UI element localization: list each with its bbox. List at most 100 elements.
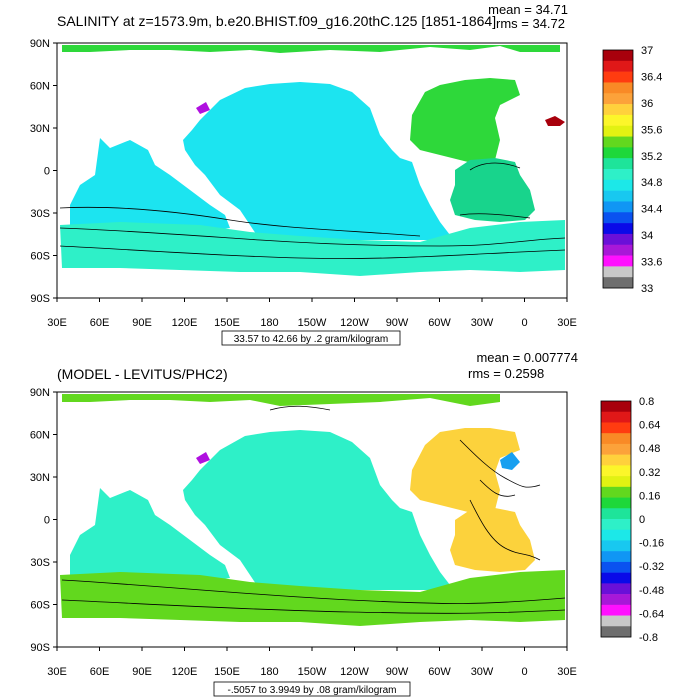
lat-label: 90N xyxy=(30,387,50,399)
lon-label: 30E xyxy=(47,666,67,678)
colorbar-label: 0.32 xyxy=(639,467,660,479)
lon-label: 30W xyxy=(471,666,494,678)
colorbar-swatch xyxy=(603,136,633,148)
colorbar-swatch xyxy=(601,626,631,638)
lat-label: 30S xyxy=(30,557,50,569)
lon-label: 30E xyxy=(557,666,577,678)
colorbar-swatch xyxy=(601,486,631,498)
colorbar-label: 37 xyxy=(641,45,653,57)
colorbar-swatch xyxy=(603,212,633,224)
colorbar-label: 35.6 xyxy=(641,124,662,136)
colorbar-swatch xyxy=(603,233,633,246)
panel1-colorbar: 37 36.4 36 35.6 35.2 34.8 34.4 34 33.6 33 xyxy=(602,45,662,295)
panel2-mediterranean xyxy=(500,452,520,470)
colorbar-label: 36 xyxy=(641,98,653,110)
colorbar-swatch xyxy=(603,60,633,72)
panel1-indian-ocean xyxy=(70,138,230,232)
colorbar-swatch xyxy=(601,583,631,595)
colorbar-swatch xyxy=(603,201,633,213)
colorbar-swatch xyxy=(603,277,633,289)
lon-label: 90W xyxy=(386,666,409,678)
colorbar-swatch xyxy=(601,476,631,488)
lon-label: 150W xyxy=(298,317,327,329)
colorbar-swatch xyxy=(603,147,633,159)
colorbar-swatch xyxy=(601,443,631,455)
colorbar-swatch xyxy=(601,594,631,606)
panel2-north-atlantic xyxy=(410,428,520,515)
panel-salinity: SALINITY at z=1573.9m, b.e20.BHIST.f09_g… xyxy=(30,2,662,346)
colorbar-swatch xyxy=(601,561,631,573)
lon-label: 120E xyxy=(172,317,198,329)
panel1-title: SALINITY at z=1573.9m, b.e20.BHIST.f09_g… xyxy=(57,13,496,29)
colorbar-swatch xyxy=(603,223,633,235)
colorbar-swatch xyxy=(603,169,633,181)
lon-label: 0 xyxy=(521,666,527,678)
colorbar-label: 33.6 xyxy=(641,257,662,269)
colorbar-swatch xyxy=(603,50,633,62)
panel2-lat-axis: 90N 60N 30N 0 30S 60S 90S xyxy=(30,387,57,654)
panel2-contour-info: -.5057 to 3.9949 by .08 gram/kilogram xyxy=(228,685,397,696)
colorbar-swatch xyxy=(603,114,633,127)
lat-label: 30S xyxy=(30,208,50,220)
colorbar-swatch xyxy=(601,572,631,584)
colorbar-swatch xyxy=(601,411,631,423)
panel1-mediterranean xyxy=(545,116,565,126)
lon-label: 120W xyxy=(340,666,369,678)
colorbar-label: 34 xyxy=(641,230,653,242)
lon-label: 90E xyxy=(132,666,152,678)
panel-difference: (MODEL - LEVITUS/PHC2) mean = 0.007774 r… xyxy=(30,350,664,697)
colorbar-swatch xyxy=(601,401,631,413)
lon-label: 0 xyxy=(521,317,527,329)
panel2-south-atlantic xyxy=(450,508,535,572)
colorbar-swatch xyxy=(603,190,633,202)
panel2-map xyxy=(56,391,568,648)
panel2-arctic-ocean xyxy=(62,394,500,406)
lat-label: 0 xyxy=(44,166,50,178)
colorbar-label: -0.48 xyxy=(639,585,664,597)
colorbar-swatch xyxy=(603,125,633,137)
colorbar-swatch xyxy=(603,266,633,278)
panel2-indian-ocean xyxy=(70,488,230,582)
lon-label: 180 xyxy=(260,666,278,678)
colorbar-label: 35.2 xyxy=(641,151,662,163)
lon-label: 30E xyxy=(47,317,67,329)
colorbar-swatch xyxy=(601,508,631,520)
colorbar-swatch xyxy=(601,615,631,627)
panel2-okhotsk xyxy=(196,452,210,464)
lon-label: 60W xyxy=(428,317,451,329)
colorbar-swatch xyxy=(601,604,631,616)
panel2-title: (MODEL - LEVITUS/PHC2) xyxy=(57,366,228,382)
colorbar-swatch xyxy=(601,497,631,509)
panel1-mean: mean = 34.71 xyxy=(488,2,568,17)
panel1-lat-axis: 90N 60N 30N 0 30S 60S 90S xyxy=(30,38,57,305)
colorbar-label: 33 xyxy=(641,283,653,295)
lat-label: 60S xyxy=(30,251,50,263)
colorbar-label: 36.4 xyxy=(641,71,662,83)
colorbar-swatch xyxy=(601,454,631,466)
panel2-lon-axis: 30E 60E 90E 120E 150E 180 150W 120W 90W 60W 30W 0 30… xyxy=(47,647,577,678)
colorbar-swatch xyxy=(601,422,631,434)
panel1-okhotsk xyxy=(196,102,210,114)
panel1-southern-ocean xyxy=(60,220,565,276)
lat-label: 30N xyxy=(30,123,50,135)
colorbar-swatch xyxy=(603,104,633,116)
panel1-north-atlantic xyxy=(410,78,520,165)
colorbar-label: 34.8 xyxy=(641,177,662,189)
colorbar-label: 0.8 xyxy=(639,396,654,408)
lon-label: 30W xyxy=(471,317,494,329)
colorbar-label: -0.8 xyxy=(639,632,658,644)
panel2-rms: rms = 0.2598 xyxy=(468,366,544,381)
lat-label: 0 xyxy=(44,515,50,527)
colorbar-swatch xyxy=(603,244,633,256)
panel1-south-atlantic xyxy=(450,158,535,222)
colorbar-label: 0.48 xyxy=(639,443,660,455)
lon-label: 90E xyxy=(132,317,152,329)
lon-label: 150E xyxy=(214,317,240,329)
lon-label: 90W xyxy=(386,317,409,329)
panel1-map xyxy=(56,42,568,299)
lon-label: 180 xyxy=(260,317,278,329)
colorbar-frame xyxy=(602,49,634,289)
colorbar-swatch xyxy=(603,93,633,105)
panel2-colorbar: 0.8 0.64 0.48 0.32 0.16 0 -0.16 -0.32 -0.48 -0.64… xyxy=(600,396,664,644)
